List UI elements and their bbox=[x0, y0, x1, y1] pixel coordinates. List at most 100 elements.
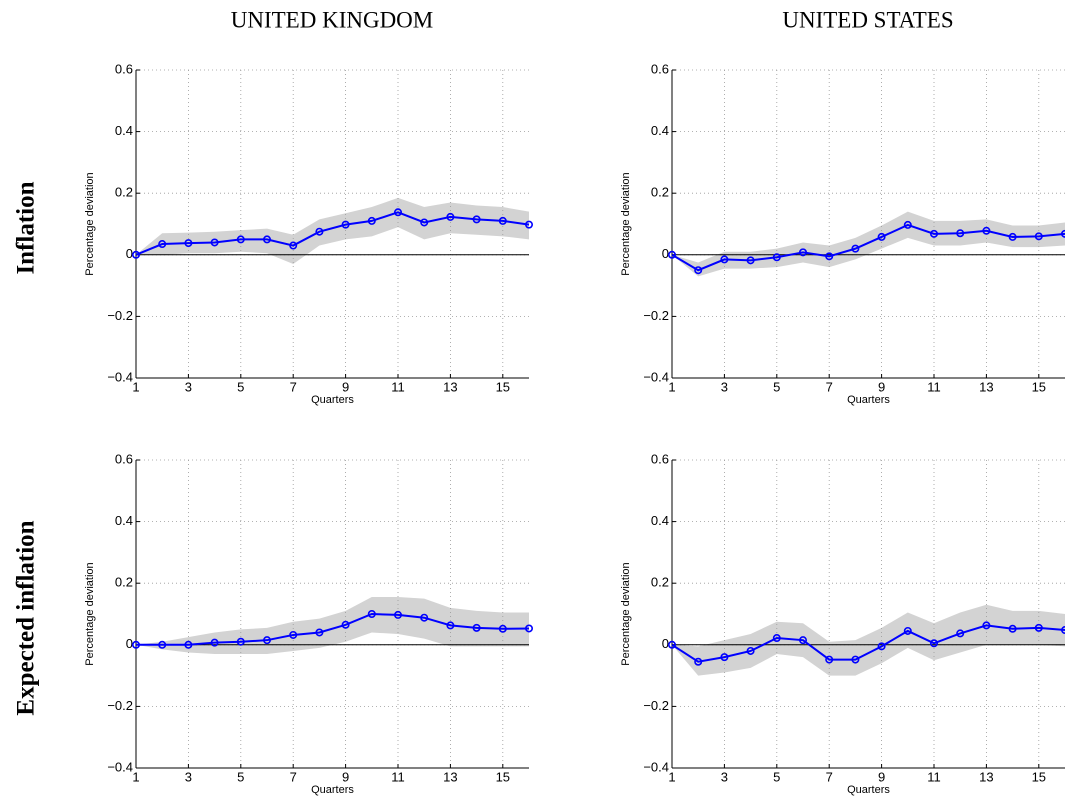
x-tick-label: 13 bbox=[443, 379, 457, 394]
line bbox=[135, 211, 530, 256]
marker bbox=[982, 621, 991, 630]
y-tick-label: −0.2 bbox=[107, 308, 133, 323]
marker bbox=[772, 253, 781, 262]
y-tick-label: 0.4 bbox=[651, 513, 669, 528]
y-tick-label: 0.6 bbox=[115, 61, 133, 76]
marker bbox=[393, 208, 402, 217]
x-tick-label: 15 bbox=[1032, 379, 1046, 394]
y-tick-label: 0.6 bbox=[651, 61, 669, 76]
marker bbox=[772, 634, 781, 643]
marker bbox=[956, 229, 965, 238]
y-tick-label: −0.4 bbox=[107, 369, 133, 384]
marker bbox=[851, 655, 860, 664]
y-tick-label: 0.6 bbox=[651, 451, 669, 466]
x-tick-label: 13 bbox=[443, 769, 457, 784]
x-tick-label: 1 bbox=[132, 769, 139, 784]
marker bbox=[877, 642, 886, 651]
marker bbox=[498, 216, 507, 225]
marker bbox=[877, 232, 886, 241]
x-tick-label: 15 bbox=[1032, 769, 1046, 784]
marker bbox=[420, 218, 429, 227]
line bbox=[136, 612, 530, 646]
y-tick-label: 0.4 bbox=[115, 513, 133, 528]
marker bbox=[1034, 623, 1043, 632]
confidence-band bbox=[672, 604, 1065, 676]
y-tick-label: 0.2 bbox=[115, 575, 133, 590]
marker bbox=[746, 646, 755, 655]
marker bbox=[694, 266, 703, 275]
marker bbox=[929, 229, 938, 238]
marker bbox=[720, 653, 729, 662]
marker bbox=[1061, 229, 1065, 238]
y-tick-label: 0 bbox=[126, 246, 133, 261]
marker bbox=[315, 628, 324, 637]
x-tick-label: 7 bbox=[826, 379, 833, 394]
x-tick-label: 13 bbox=[979, 769, 993, 784]
marker bbox=[720, 255, 729, 264]
marker bbox=[746, 256, 755, 265]
marker bbox=[236, 637, 245, 646]
y-tick-label: −0.2 bbox=[107, 698, 133, 713]
y-tick-label: 0 bbox=[126, 636, 133, 651]
marker bbox=[132, 250, 141, 259]
marker bbox=[825, 655, 834, 664]
marker bbox=[798, 248, 807, 257]
x-tick-label: 9 bbox=[342, 769, 349, 784]
y-tick-label: 0.4 bbox=[115, 123, 133, 138]
marker bbox=[420, 613, 429, 622]
y-tick-label: 0.2 bbox=[115, 185, 133, 200]
x-axis-label: Quarters bbox=[311, 784, 354, 796]
y-tick-label: −0.2 bbox=[643, 308, 669, 323]
marker bbox=[446, 621, 455, 630]
subplot: −0.4−0.200.20.40.61 3 5 7 9 11 13 15QuartersPer… bbox=[84, 451, 533, 796]
x-tick-label: 1 bbox=[668, 769, 675, 784]
x-tick-label: 13 bbox=[979, 379, 993, 394]
x-tick-label: 3 bbox=[721, 769, 728, 784]
marker bbox=[446, 212, 455, 221]
marker bbox=[367, 216, 376, 225]
marker bbox=[524, 624, 533, 633]
x-tick-label: 11 bbox=[391, 769, 405, 784]
x-tick-label: 5 bbox=[773, 769, 780, 784]
y-tick-label: 0 bbox=[662, 246, 669, 261]
marker bbox=[341, 220, 350, 229]
x-tick-label: 9 bbox=[878, 379, 885, 394]
x-tick-label: 5 bbox=[237, 379, 244, 394]
y-tick-label: 0.6 bbox=[115, 451, 133, 466]
x-tick-label: 5 bbox=[773, 379, 780, 394]
confidence-band bbox=[672, 211, 1065, 277]
y-tick-label: 0.2 bbox=[651, 575, 669, 590]
x-tick-label: 7 bbox=[290, 769, 297, 784]
line bbox=[671, 223, 1065, 272]
x-tick-label: 3 bbox=[721, 379, 728, 394]
marker bbox=[367, 609, 376, 618]
marker bbox=[210, 238, 219, 247]
marker bbox=[667, 640, 676, 649]
y-tick-label: −0.4 bbox=[107, 759, 133, 774]
marker bbox=[524, 220, 533, 229]
marker bbox=[315, 227, 324, 236]
marker bbox=[289, 630, 298, 639]
marker bbox=[929, 639, 938, 648]
y-axis-label: Percentage deviation bbox=[620, 562, 632, 665]
marker bbox=[903, 220, 912, 229]
subplot: −0.4−0.200.20.40.61 3 5 7 9 11 13 15QuartersPer… bbox=[620, 451, 1065, 796]
x-tick-label: 1 bbox=[132, 379, 139, 394]
x-axis-label: Quarters bbox=[847, 784, 890, 796]
marker bbox=[210, 638, 219, 647]
confidence-band bbox=[136, 597, 529, 655]
x-tick-label: 9 bbox=[342, 379, 349, 394]
marker bbox=[158, 640, 167, 649]
x-tick-label: 7 bbox=[826, 769, 833, 784]
y-tick-label: −0.2 bbox=[643, 698, 669, 713]
marker bbox=[184, 640, 193, 649]
x-tick-label: 5 bbox=[237, 769, 244, 784]
row-title: Expected inflation bbox=[13, 520, 40, 715]
x-tick-label: 15 bbox=[496, 769, 510, 784]
marker bbox=[158, 240, 167, 249]
column-title: UNITED KINGDOM bbox=[231, 7, 434, 32]
marker bbox=[472, 215, 481, 224]
x-tick-label: 7 bbox=[290, 379, 297, 394]
marker bbox=[667, 250, 676, 259]
line bbox=[671, 624, 1065, 663]
